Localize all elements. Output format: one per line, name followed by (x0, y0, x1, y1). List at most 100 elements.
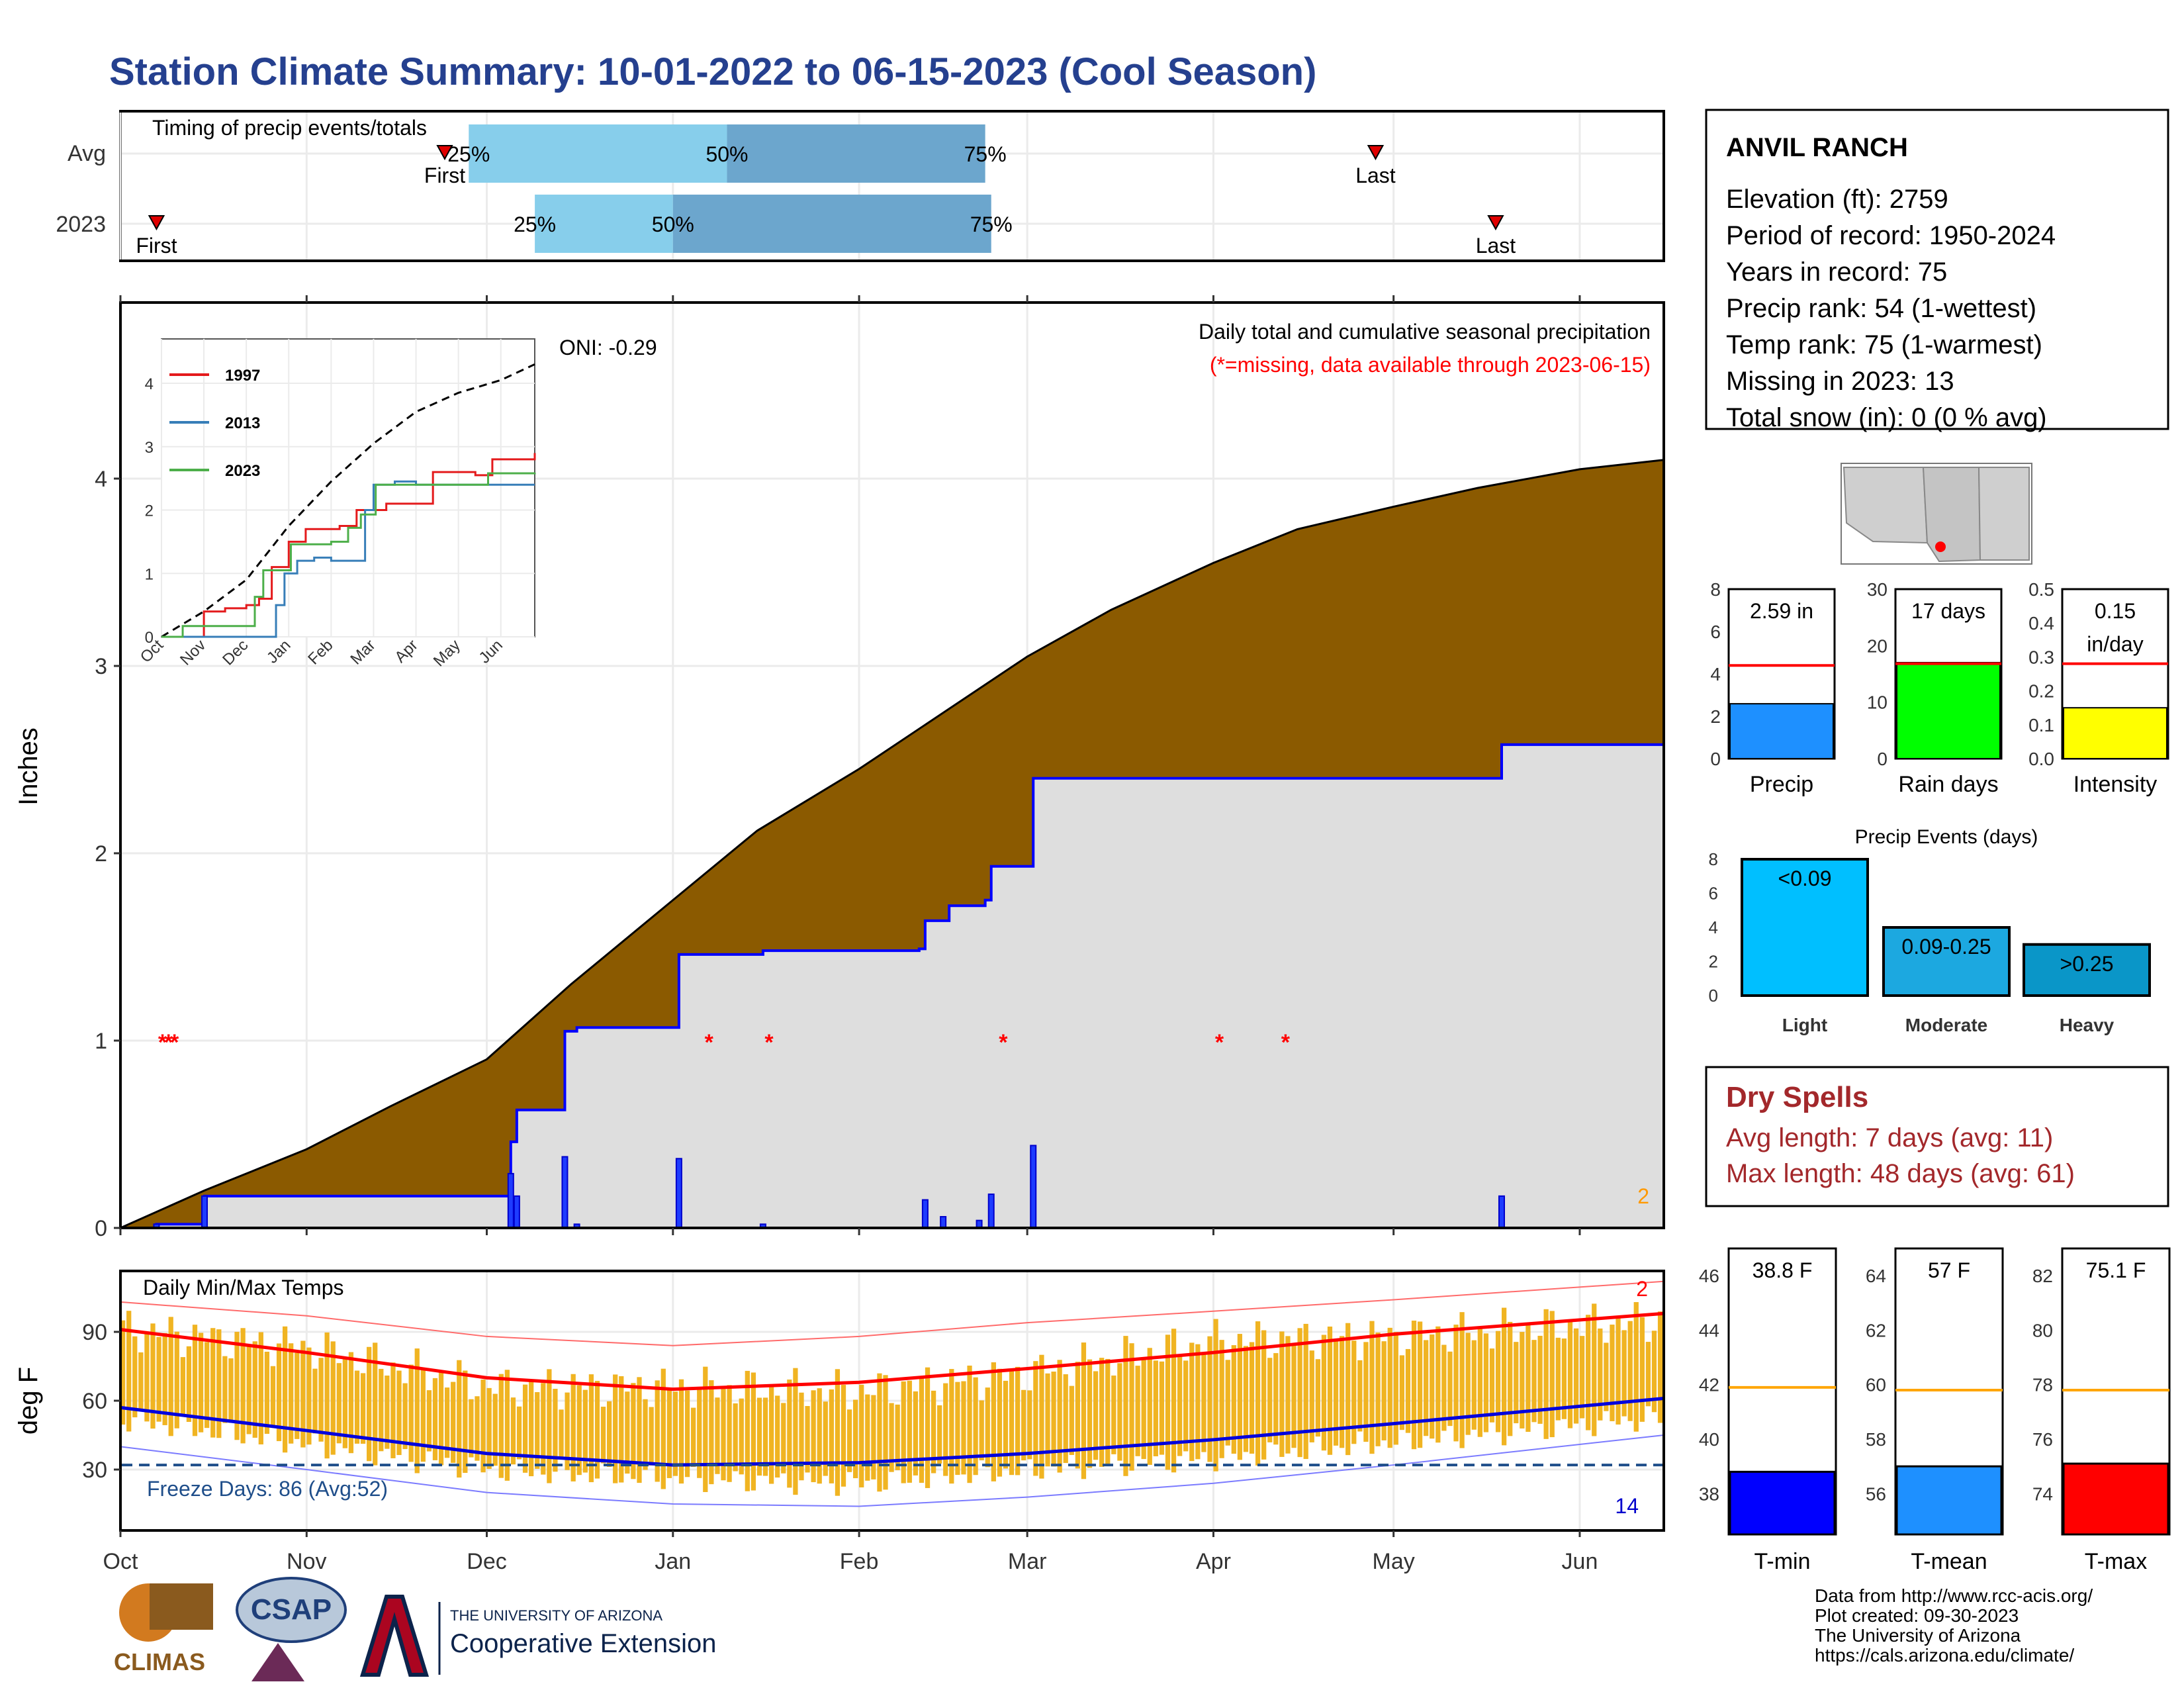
daily-temp-bar-240 (1561, 1338, 1567, 1419)
freeze-day-count: 14 (1615, 1494, 1639, 1518)
daily-temp-bar-31 (306, 1347, 312, 1445)
daily-temp-bar-209 (1375, 1332, 1381, 1446)
daily-temp-bar-61 (486, 1387, 492, 1470)
daily-temp-bar-242 (1573, 1328, 1579, 1424)
daily-temp-bar-79 (594, 1381, 600, 1479)
daily-temp-bar-60 (480, 1380, 486, 1473)
timing-p75-Avg: 75% (964, 142, 1007, 166)
daily-temp-bar-53 (438, 1372, 444, 1466)
daily-temp-bar-89 (655, 1380, 660, 1482)
daily-temp-bar-34 (324, 1332, 330, 1459)
daily-temp-bar-213 (1399, 1355, 1405, 1430)
daily-temp-bar-66 (516, 1406, 522, 1460)
daily-temp-bar-187 (1243, 1346, 1249, 1452)
missing-marker-5: * (999, 1030, 1008, 1055)
station-precip-rank: Precip rank: 54 (1-wettest) (1726, 294, 2036, 323)
daily-temp-bar-156 (1057, 1360, 1062, 1473)
daily-precip-bar-4 (561, 1156, 569, 1229)
mini-title-precip: Precip (1750, 772, 1813, 797)
daily-temp-bar-98 (709, 1380, 714, 1485)
daily-temp-bar-144 (985, 1387, 990, 1468)
daily-temp-bar-247 (1604, 1342, 1609, 1411)
daily-temp-bar-191 (1267, 1358, 1273, 1442)
precip-ytick-2: 2 (95, 841, 107, 867)
daily-temp-bar-190 (1261, 1330, 1267, 1460)
climas-logo-block (150, 1583, 213, 1630)
tbar-ytick-t-mean-60: 60 (1866, 1375, 1886, 1395)
daily-temp-bar-124 (865, 1394, 870, 1481)
tbar-ytick-t-min-44: 44 (1699, 1320, 1719, 1340)
daily-temp-bar-188 (1249, 1342, 1255, 1454)
daily-temp-bar-55 (451, 1382, 456, 1463)
daily-temp-bar-9 (174, 1331, 179, 1429)
daily-temp-bar-52 (432, 1378, 438, 1460)
locator-map (1841, 463, 2032, 565)
daily-temp-bar-107 (762, 1397, 768, 1476)
daily-temp-bar-204 (1345, 1323, 1351, 1456)
x-tick-label-nov: Nov (287, 1549, 326, 1574)
daily-temp-bar-174 (1165, 1335, 1171, 1470)
daily-temp-bar-69 (535, 1392, 540, 1469)
tbar-title-t-max: T-max (2085, 1549, 2147, 1574)
daily-precip-bar-1 (201, 1195, 208, 1229)
daily-temp-bar-73 (559, 1409, 564, 1460)
daily-temp-bar-41 (367, 1346, 372, 1462)
daily-temp-bar-198 (1309, 1350, 1314, 1442)
credit-university: The University of Arizona (1815, 1625, 2021, 1646)
daily-temp-bar-177 (1183, 1360, 1189, 1452)
daily-temp-bar-196 (1297, 1328, 1302, 1458)
mini-ytick-intensity-0.3: 0.3 (2028, 647, 2054, 667)
daily-temp-bar-231 (1508, 1321, 1513, 1436)
credits: Data from http://www.rcc-acis.org/ Plot … (1815, 1585, 2093, 1665)
daily-temp-bar-19 (234, 1331, 240, 1440)
timing-p75-2023: 75% (970, 212, 1013, 236)
inset-ytick-2: 2 (145, 502, 154, 520)
events-bar-moderate (1882, 926, 2011, 997)
daily-temp-bar-193 (1279, 1331, 1285, 1457)
daily-temp-bar-94 (684, 1390, 690, 1477)
inset-legend-label-1997: 1997 (225, 367, 260, 385)
daily-temp-bar-83 (619, 1376, 624, 1483)
timing-bar-25-50-Avg (469, 124, 727, 183)
mini-ytick-precip-2: 2 (1710, 706, 1721, 727)
daily-temp-bar-128 (889, 1403, 894, 1472)
daily-temp-bar-172 (1153, 1360, 1158, 1456)
precip-ytick-0: 0 (95, 1216, 107, 1241)
daily-temp-bar-36 (336, 1363, 341, 1444)
daily-temp-bar-15 (210, 1328, 216, 1438)
missing-marker-3: * (705, 1030, 714, 1055)
daily-temp-bar-142 (973, 1377, 978, 1476)
daily-temp-bar-135 (931, 1390, 936, 1474)
events-ytick-0: 0 (1709, 986, 1718, 1006)
daily-temp-bar-176 (1177, 1354, 1183, 1456)
daily-temp-bar-40 (360, 1373, 366, 1444)
mini-ytick-intensity-0.1: 0.1 (2028, 715, 2054, 735)
daily-temp-bar-167 (1123, 1336, 1128, 1476)
inset-line-2013 (161, 480, 535, 638)
daily-temp-bar-153 (1039, 1354, 1044, 1479)
daily-temp-bar-37 (342, 1357, 347, 1448)
daily-temp-bar-74 (565, 1392, 570, 1470)
dry-spells-title: Dry Spells (1726, 1081, 1868, 1113)
tbar-ytick-t-min-38: 38 (1699, 1483, 1719, 1504)
avg-min-line (120, 1397, 1664, 1467)
events-bar-light (1741, 858, 1869, 997)
daily-temp-bar-147 (1003, 1380, 1009, 1469)
timing-last-label-2023: Last (1476, 234, 1516, 258)
climas-logo: CLIMAS (114, 1583, 213, 1675)
x-tick-label-feb: Feb (840, 1549, 879, 1574)
mini-ytick-precip-8: 8 (1710, 579, 1721, 600)
dry-spells-box: Dry Spells Avg length: 7 days (avg: 11) … (1705, 1066, 2169, 1207)
daily-temp-bar-149 (1015, 1366, 1021, 1476)
mini-ytick-rain-days-20: 20 (1867, 635, 1888, 656)
daily-temp-bar-233 (1520, 1332, 1525, 1429)
daily-temp-bar-24 (264, 1351, 270, 1434)
inset-line-2023 (161, 472, 536, 638)
x-tick-label-jun: Jun (1562, 1549, 1598, 1574)
daily-temp-bar-225 (1471, 1340, 1477, 1430)
daily-temp-bar-197 (1303, 1323, 1308, 1460)
daily-temp-bar-239 (1555, 1337, 1561, 1421)
station-name: ANVIL RANCH (1726, 133, 1908, 162)
